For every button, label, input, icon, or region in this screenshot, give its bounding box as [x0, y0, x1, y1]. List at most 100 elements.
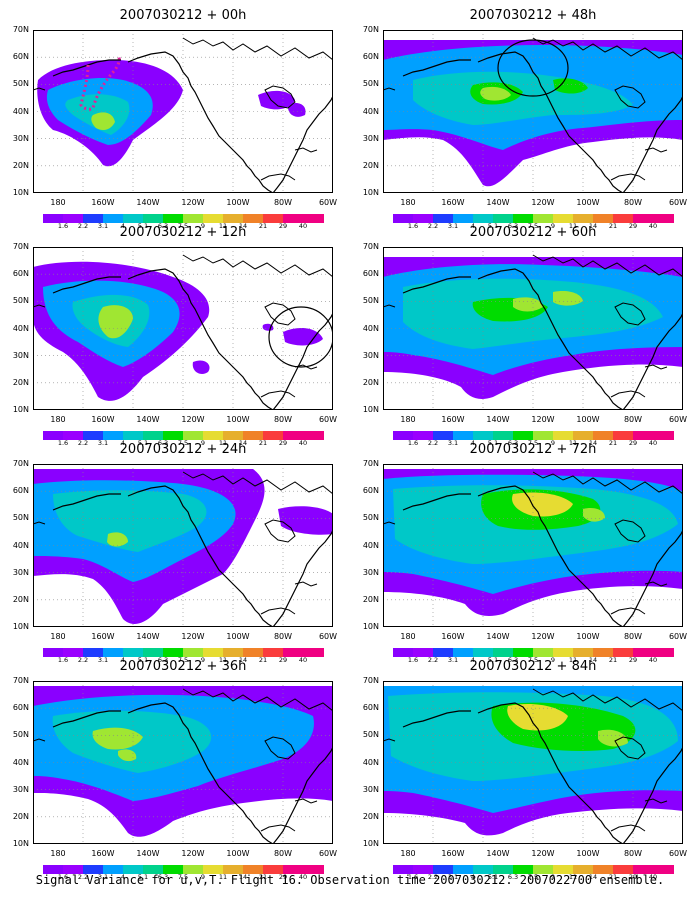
panel-title-plus: + [556, 225, 568, 240]
colorbar-label: 11 [218, 656, 228, 664]
x-tick-label: 100W [576, 632, 600, 641]
x-tick-label: 60W [668, 198, 688, 207]
colorbar-label: 1.6 [57, 439, 69, 447]
x-tick-label: 140W [486, 415, 510, 424]
map-panel-48h: 2007030212 + 48h 70N 60N 50N 40N 30N 20N 10N 18… [363, 8, 687, 233]
panel-title-base: 2007030212 [469, 442, 553, 457]
x-tick-label: 120W [531, 849, 555, 858]
colorbar-label: 2.2 [427, 873, 439, 881]
colorbar-swatch [263, 214, 284, 223]
y-tick-label: 40N [362, 106, 379, 116]
y-tick-label: 50N [362, 730, 379, 740]
map-panel-72h: 2007030212 + 72h 70N 60N 50N 40N 30N 20N 10N 18… [363, 442, 687, 667]
colorbar-swatch [453, 648, 474, 657]
y-tick-label: 60N [362, 269, 379, 279]
y-tick-label: 60N [12, 703, 29, 713]
colorbar-label: 4 [470, 439, 476, 447]
panel-title-base: 2007030212 [469, 659, 553, 674]
colorbar-swatch [83, 865, 104, 874]
y-tick-label: 10N [362, 839, 379, 848]
x-tick-label: 80W [273, 415, 293, 424]
colorbar-label: 7.5 [177, 439, 189, 447]
variance-contour-fill [287, 103, 306, 117]
colorbar-swatch [393, 865, 414, 874]
colorbar-swatch [223, 431, 244, 440]
panel-title-lead: 00h [221, 8, 247, 23]
colorbar-label: 3.1 [447, 439, 459, 447]
colorbar-swatch [653, 648, 674, 657]
colorbar-label: 2.2 [427, 222, 439, 230]
colorbar-label: 5.1 [137, 222, 149, 230]
colorbar-swatch [513, 214, 534, 223]
colorbar-label: 29 [628, 439, 638, 447]
colorbar-swatch [123, 648, 144, 657]
colorbar-label: 40 [648, 656, 658, 664]
colorbar-swatch [103, 214, 124, 223]
colorbar-label: 29 [628, 222, 638, 230]
colorbar-label: 29 [628, 873, 638, 881]
y-tick-label: 50N [362, 513, 379, 523]
panel-title-plus: + [206, 442, 218, 457]
colorbar-label: 1.6 [407, 439, 419, 447]
variance-map [383, 681, 683, 844]
colorbar-swatch [263, 648, 284, 657]
colorbar-label: 6.3 [507, 656, 519, 664]
variance-contour-fill [553, 291, 583, 306]
colorbar-swatch [143, 648, 164, 657]
colorbar-swatch [413, 865, 434, 874]
variance-contour-fill [98, 305, 133, 339]
colorbar-swatch [123, 214, 144, 223]
variance-contour-fill [118, 749, 137, 762]
colorbar-label: 1.6 [407, 873, 419, 881]
colorbar-swatch [513, 648, 534, 657]
y-tick-label: 50N [12, 79, 29, 89]
map-panel-24h: 2007030212 + 24h 70N 60N 50N 40N 30N 20N 10N 18… [13, 442, 337, 667]
x-tick-label: 160W [91, 849, 115, 858]
x-tick-label: 180 [400, 415, 416, 424]
colorbar-swatch [573, 648, 594, 657]
colorbar [383, 214, 683, 223]
colorbar-label: 21 [608, 222, 618, 230]
variance-map [33, 247, 333, 410]
colorbar-label: 14 [588, 439, 598, 447]
colorbar [383, 431, 683, 440]
x-tick-label: 180 [400, 632, 416, 641]
x-tick-label: 80W [273, 849, 293, 858]
variance-map [383, 464, 683, 627]
colorbar-label: 2.2 [77, 439, 89, 447]
colorbar-swatch [103, 431, 124, 440]
y-tick-label: 60N [362, 486, 379, 496]
colorbar-swatch [653, 431, 674, 440]
x-tick-label: 100W [576, 849, 600, 858]
colorbar-swatch [473, 648, 494, 657]
colorbar-swatch [433, 214, 454, 223]
x-tick-label: 120W [531, 415, 555, 424]
x-tick-label: 180 [50, 198, 66, 207]
y-tick-label: 60N [362, 703, 379, 713]
variance-contour-fill [507, 704, 568, 731]
colorbar-label: 5.1 [137, 873, 149, 881]
colorbar-label: 7.5 [527, 222, 539, 230]
colorbar-label: 5.1 [137, 656, 149, 664]
y-tick-label: 10N [362, 622, 379, 631]
colorbar-swatch [223, 214, 244, 223]
colorbar-swatch [203, 214, 224, 223]
x-tick-label: 80W [623, 198, 643, 207]
x-tick-label: 100W [226, 198, 250, 207]
colorbar-swatch [393, 214, 414, 223]
variance-contour-fill [258, 90, 295, 110]
colorbar-label: 21 [608, 656, 618, 664]
y-tick-label: 40N [12, 323, 29, 333]
y-tick-label: 70N [12, 676, 29, 685]
colorbar-label: 29 [278, 222, 288, 230]
variance-map [383, 247, 683, 410]
colorbar-swatch [63, 865, 84, 874]
panel-title: 2007030212 + 00h [33, 8, 333, 23]
panel-title-plus: + [556, 8, 568, 23]
x-tick-label: 120W [531, 198, 555, 207]
colorbar-swatch [83, 431, 104, 440]
colorbar-swatch [453, 865, 474, 874]
colorbar-label: 29 [278, 873, 288, 881]
colorbar-label: 40 [648, 873, 658, 881]
colorbar-swatch [613, 431, 634, 440]
